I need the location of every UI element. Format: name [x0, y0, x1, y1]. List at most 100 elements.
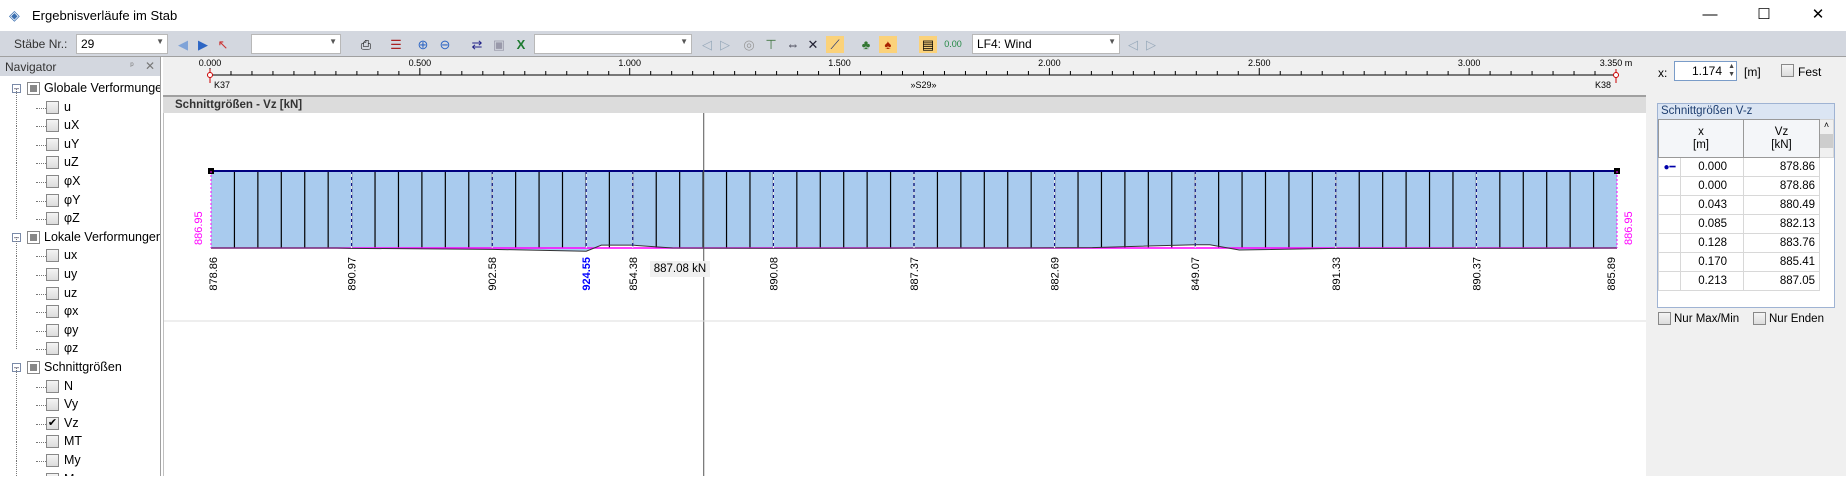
nav-item[interactable]: u — [0, 88, 160, 117]
nav-checkbox[interactable] — [46, 323, 59, 337]
nav-item[interactable]: φz — [0, 330, 160, 358]
dimension-icon[interactable]: ⇔ — [786, 37, 800, 52]
x-position-input[interactable]: 1.174 ▲ ▼ — [1674, 61, 1737, 81]
minimize-button[interactable]: — — [1702, 6, 1718, 23]
nav-item[interactable]: N — [0, 367, 160, 396]
next-loadcase-icon[interactable]: ▷ — [1146, 37, 1156, 52]
nav-item[interactable]: uz — [0, 274, 160, 303]
nav-item[interactable]: φy — [0, 311, 160, 340]
result-filled-icon[interactable]: ♠ — [879, 36, 897, 53]
nav-checkbox[interactable] — [46, 137, 59, 151]
diagram-area[interactable]: 878.86 890.97 902.58 924.55 854.38 890.08 887.… — [163, 57, 1647, 476]
next-icon[interactable]: ▷ — [720, 37, 730, 52]
nav-checkbox[interactable] — [46, 454, 59, 467]
nav-checkbox[interactable] — [46, 472, 59, 476]
previous-icon[interactable]: ◁ — [702, 37, 712, 52]
diagram-settings-icon[interactable]: ☰ — [390, 37, 402, 52]
export-icon[interactable]: ⇄ — [471, 37, 483, 52]
nur-maxmin-checkbox[interactable] — [1658, 312, 1671, 325]
table-row[interactable]: 0.000 878.86 — [1658, 176, 1834, 196]
loadcase-select[interactable]: LF4: Wind ▼ — [972, 34, 1120, 54]
nav-item[interactable]: φx — [0, 293, 160, 321]
close-icon[interactable]: ✕ — [145, 59, 156, 73]
nav-item[interactable]: φZ — [0, 200, 160, 228]
nav-item[interactable]: uZ — [0, 144, 160, 172]
nav-checkbox[interactable] — [46, 100, 59, 114]
nav-item[interactable]: My — [0, 442, 160, 470]
nav-checkbox[interactable] — [46, 305, 59, 319]
nav-item[interactable]: uY — [0, 125, 160, 154]
combo-2[interactable]: ▼ — [534, 34, 692, 54]
nav-checkbox[interactable] — [46, 379, 59, 393]
cell-x: 0.000 — [1680, 157, 1744, 177]
nav-checkbox[interactable] — [46, 175, 59, 188]
print-icon[interactable]: ⎙ — [360, 37, 372, 52]
pin-icon[interactable]: ᵖ — [130, 60, 134, 70]
nav-item[interactable]: Vy — [0, 386, 160, 414]
eye-icon[interactable]: ◎ — [743, 37, 755, 52]
nav-checkbox[interactable] — [46, 249, 59, 263]
table-row[interactable]: 0.085 882.13 — [1658, 214, 1834, 234]
nav-checkbox[interactable] — [46, 156, 59, 170]
group-checkbox[interactable] — [27, 82, 40, 95]
excel-icon[interactable]: X — [516, 37, 526, 52]
values-icon[interactable]: 0.00 — [944, 39, 962, 49]
select-pointer-icon[interactable]: ↖ — [217, 37, 229, 52]
nav-checkbox[interactable] — [46, 193, 59, 207]
nav-item[interactable]: Mz — [0, 460, 160, 476]
table-row[interactable]: 0.213 887.05 — [1658, 271, 1834, 291]
group-checkbox[interactable] — [27, 361, 40, 374]
result-curve — [210, 244, 1618, 252]
nav-item[interactable]: φX — [0, 163, 160, 191]
table-row[interactable]: 0.128 883.76 — [1658, 233, 1834, 253]
previous-icon[interactable]: ◀ — [178, 37, 188, 52]
nav-checkbox[interactable] — [46, 268, 59, 281]
zoom-in-icon[interactable]: ⊕ — [417, 37, 429, 52]
nav-checkbox[interactable] — [46, 286, 59, 300]
diagram-line-icon[interactable]: ⟋ — [826, 36, 844, 53]
table-row[interactable]: 0.170 885.41 — [1658, 252, 1834, 272]
nur-enden-checkbox[interactable] — [1753, 312, 1766, 325]
result-icon[interactable]: ♣ — [861, 37, 871, 52]
nav-item[interactable]: uX — [0, 107, 160, 135]
nav-group[interactable]: – Lokale Verformungen — [0, 229, 160, 247]
nav-checkbox[interactable] — [46, 212, 59, 226]
nav-group[interactable]: – Schnittgrößen — [0, 359, 160, 377]
sections-icon[interactable]: ✕ — [807, 37, 819, 52]
maximize-button[interactable]: ☐ — [1757, 6, 1771, 23]
nav-checkbox[interactable]: ✔ — [46, 416, 59, 430]
scroll-thumb[interactable] — [1820, 134, 1833, 148]
value-label: 882.69 — [1050, 257, 1062, 291]
nav-checkbox[interactable] — [46, 119, 59, 133]
nav-group[interactable]: – Globale Verformunge — [0, 80, 160, 98]
tree-line — [36, 107, 46, 109]
nav-checkbox[interactable] — [46, 398, 59, 412]
support-icon[interactable]: ⊤ — [765, 37, 777, 52]
row-marker — [1658, 271, 1681, 291]
table-row[interactable]: 0.043 880.49 — [1658, 195, 1834, 215]
table-icon[interactable]: ▤ — [919, 36, 937, 53]
nav-checkbox[interactable] — [46, 435, 59, 449]
close-button[interactable]: ✕ — [1811, 6, 1825, 23]
member-select[interactable]: 29 ▼ — [76, 34, 168, 54]
tree-line — [16, 88, 17, 108]
combo-1[interactable]: ▼ — [251, 34, 341, 54]
zoom-out-icon[interactable]: ⊖ — [439, 37, 451, 52]
table-row[interactable]: ●━ 0.000 878.86 — [1658, 157, 1834, 177]
nav-item[interactable]: φY — [0, 181, 160, 210]
group-checkbox[interactable] — [27, 230, 40, 244]
chevron-down-icon: ▼ — [156, 37, 164, 46]
next-icon[interactable]: ▶ — [198, 37, 208, 52]
nav-item[interactable]: MT — [0, 423, 160, 451]
previous-loadcase-icon[interactable]: ◁ — [1128, 37, 1138, 52]
tree-line — [16, 293, 17, 313]
spinner-icon[interactable]: ▲ ▼ — [1728, 63, 1735, 78]
fest-checkbox[interactable] — [1781, 64, 1794, 77]
save-icon[interactable]: ▣ — [492, 37, 506, 52]
table-scrollbar[interactable]: ˄ — [1819, 119, 1834, 158]
nav-item[interactable]: ✔ Vz — [0, 404, 160, 433]
nav-item[interactable]: uy — [0, 256, 160, 284]
nav-item[interactable]: ux — [0, 237, 160, 265]
col-x-unit: [m] — [1693, 138, 1709, 151]
nav-checkbox[interactable] — [46, 342, 59, 356]
